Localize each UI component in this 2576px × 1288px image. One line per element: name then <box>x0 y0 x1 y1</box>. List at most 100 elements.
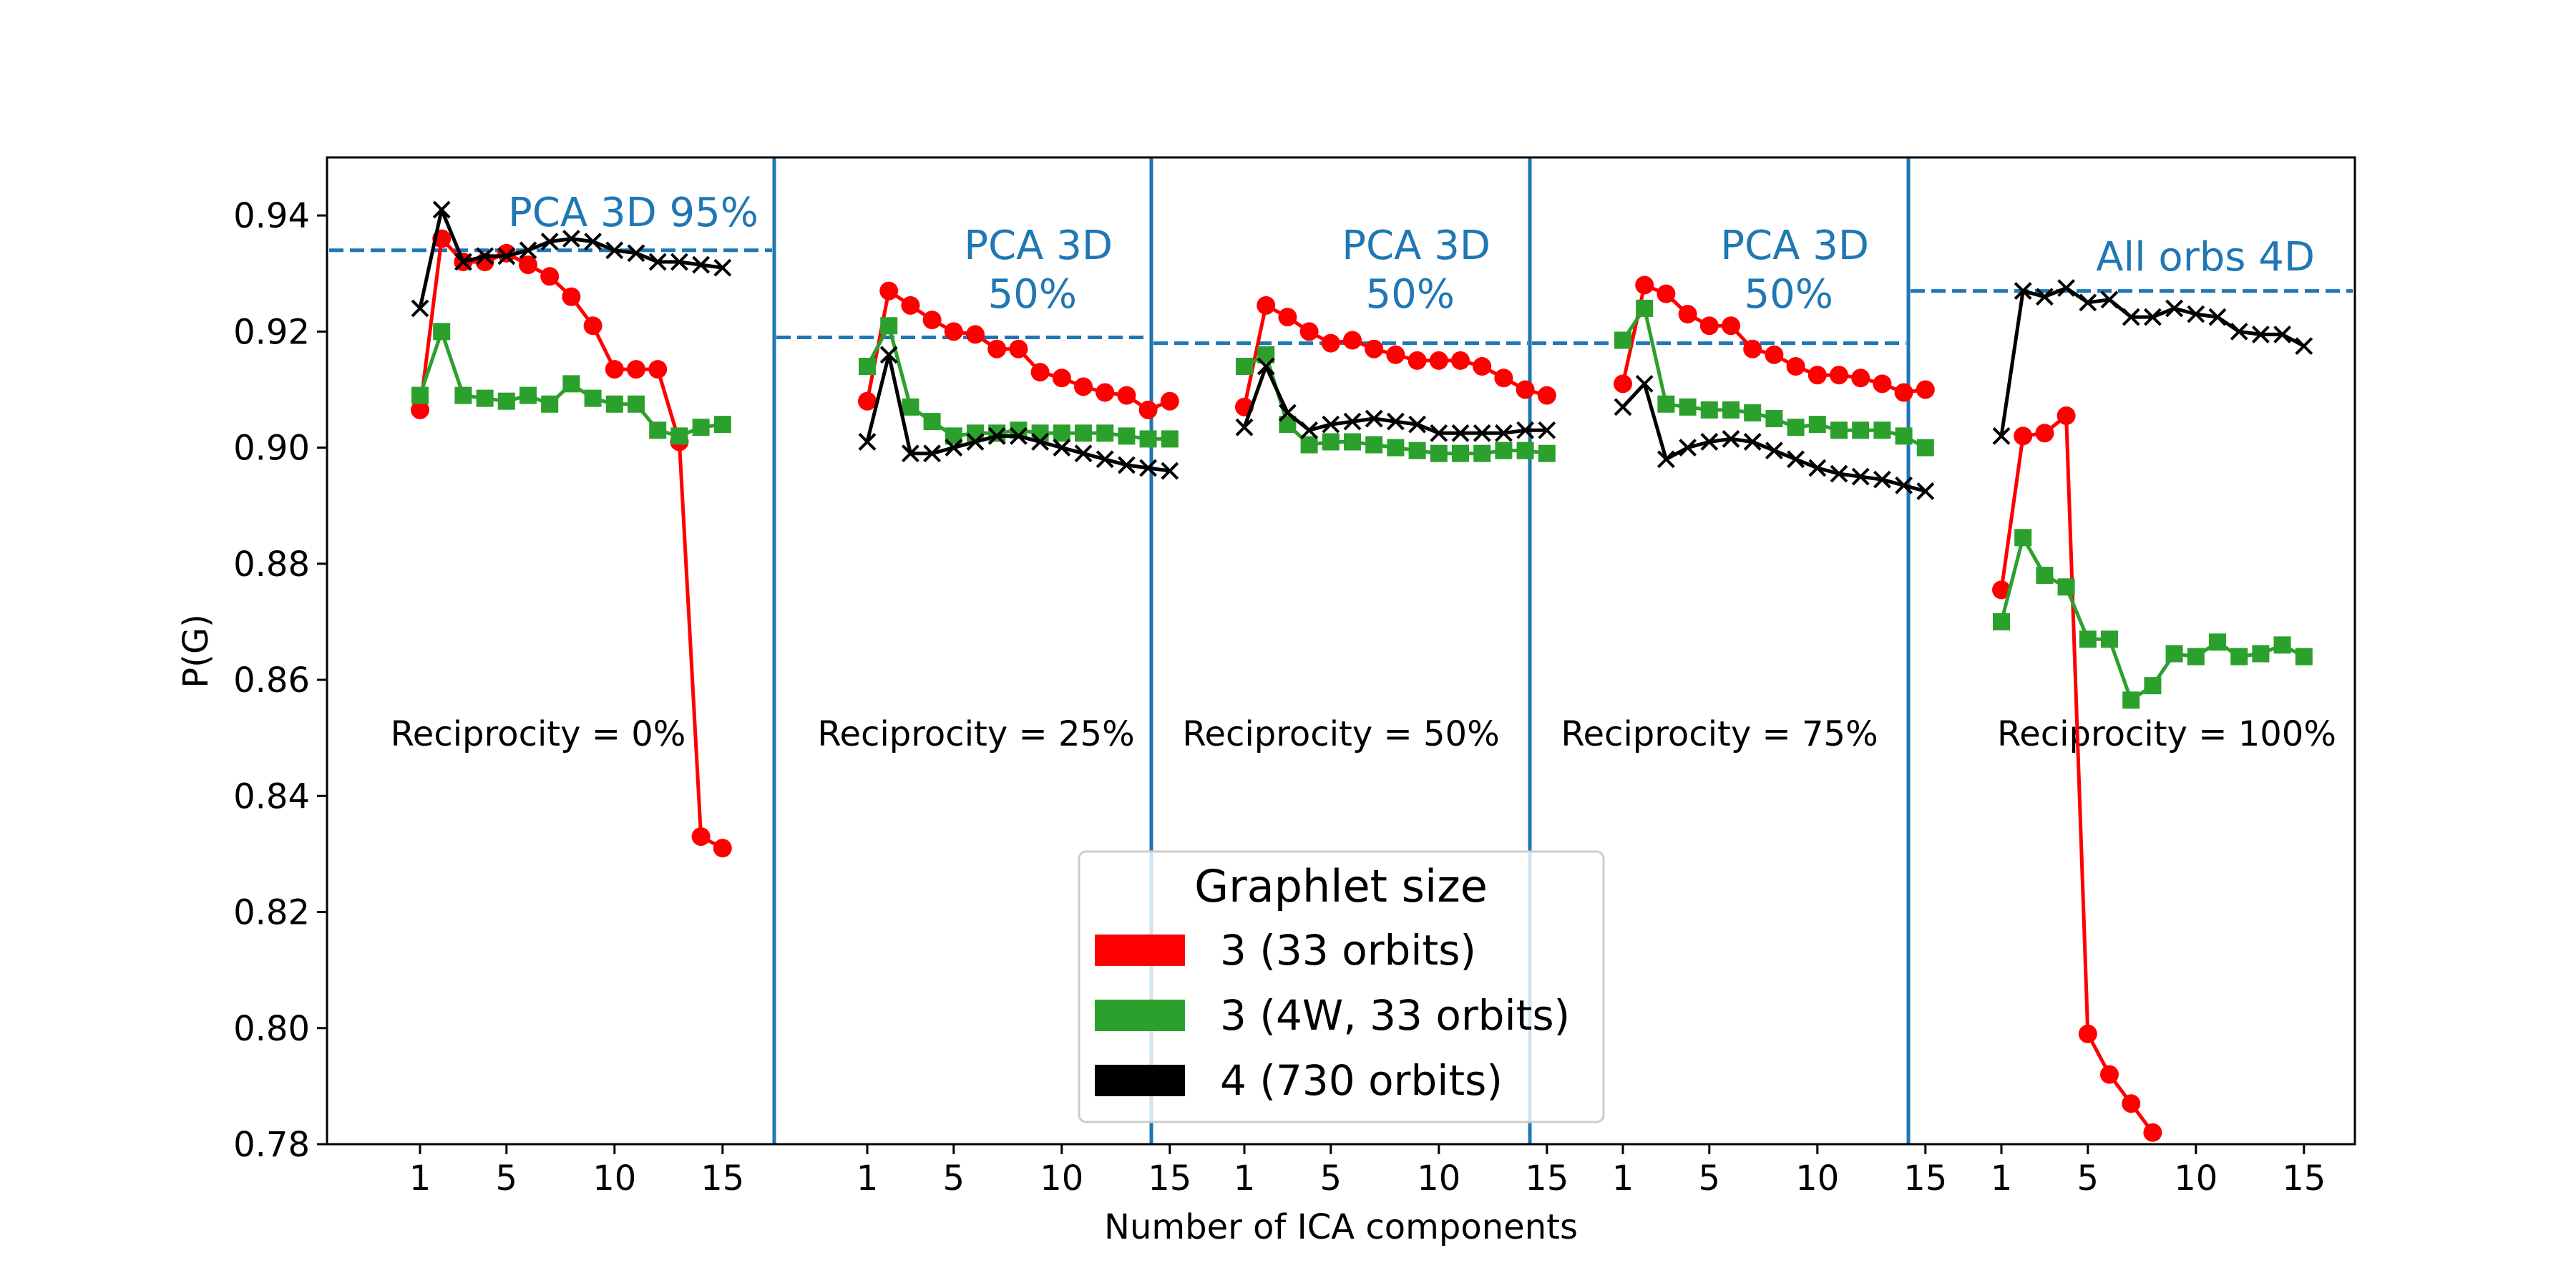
data-point-black <box>1430 424 1448 442</box>
data-point-black <box>945 439 963 457</box>
y-tick-label: 0.90 <box>233 429 310 469</box>
data-point-black <box>1096 450 1114 469</box>
reference-label: PCA 3D 50% <box>1342 223 1491 318</box>
data-point-red <box>2035 424 2054 443</box>
data-point-black <box>2143 308 2162 326</box>
data-point-black <box>1386 412 1405 431</box>
x-tick-label: 1 <box>409 1158 431 1199</box>
data-point-red <box>944 322 963 341</box>
data-point-black <box>1009 426 1028 445</box>
data-point-black <box>713 258 732 277</box>
y-tick-label: 0.92 <box>233 312 310 352</box>
data-point-black <box>1992 426 2011 445</box>
data-point-green <box>1895 427 1913 445</box>
data-point-black <box>1278 404 1297 422</box>
data-point-green <box>1636 299 1654 317</box>
data-point-green <box>1096 424 1114 442</box>
data-point-black <box>1235 418 1254 436</box>
data-point-green <box>476 389 494 407</box>
x-tick-label: 10 <box>1417 1158 1460 1199</box>
data-point-black <box>562 230 580 248</box>
data-point-green <box>1830 421 1848 439</box>
data-point-green <box>584 389 602 407</box>
data-point-red <box>1516 380 1535 399</box>
data-point-red <box>1992 580 2011 600</box>
x-tick-label: 5 <box>496 1158 518 1199</box>
data-point-red <box>2057 406 2076 425</box>
data-point-red <box>1257 296 1276 315</box>
data-point-red <box>1807 366 1827 385</box>
data-point-black <box>1161 462 1179 480</box>
data-point-red <box>1873 374 1892 394</box>
data-point-red <box>1074 377 1093 396</box>
plot-content: 0.780.800.820.840.860.880.900.920.941 5 10… <box>233 157 2353 1199</box>
data-point-green <box>649 421 667 439</box>
reference-label-line: PCA 3D <box>964 223 1113 269</box>
x-tick-label: 5 <box>943 1158 965 1199</box>
data-point-red <box>2078 1024 2097 1043</box>
data-point-black <box>966 433 985 451</box>
data-point-green <box>670 427 688 445</box>
data-point-black <box>411 299 429 318</box>
data-point-black <box>1700 433 1719 451</box>
data-point-red <box>1657 284 1676 303</box>
data-point-green <box>1408 441 1426 459</box>
legend-swatch-red <box>1095 935 1185 966</box>
data-point-black <box>2251 325 2270 343</box>
data-point-green <box>2101 630 2118 648</box>
data-point-black <box>1473 424 1491 442</box>
data-point-red <box>562 287 581 306</box>
data-point-red <box>2014 426 2033 446</box>
data-point-red <box>1343 331 1362 350</box>
data-point-black <box>1322 415 1340 434</box>
data-point-black <box>2230 322 2248 341</box>
data-point-black <box>1516 421 1535 439</box>
x-axis-label: Number of ICA components <box>1104 1207 1578 1247</box>
data-point-red <box>2143 1123 2162 1142</box>
data-point-green <box>1679 398 1697 416</box>
data-point-green <box>1614 331 1631 349</box>
data-point-black <box>1451 424 1470 442</box>
data-point-green <box>411 386 429 404</box>
data-point-green <box>713 416 731 434</box>
data-point-red <box>1365 339 1384 358</box>
data-point-red <box>713 839 732 858</box>
data-point-green <box>1538 444 1556 462</box>
data-point-red <box>627 360 645 379</box>
data-point-red <box>2100 1065 2119 1084</box>
data-point-green <box>2252 645 2270 663</box>
data-point-green <box>859 358 876 376</box>
data-point-green <box>1700 401 1718 419</box>
data-point-red <box>1473 357 1492 376</box>
data-point-red <box>922 311 942 330</box>
data-point-green <box>2014 529 2032 547</box>
reference-label-line: PCA 3D <box>1720 223 1869 269</box>
x-tick-label: 1 <box>1234 1158 1256 1199</box>
data-point-black <box>432 200 451 219</box>
legend-label-4-orbits: 4 (730 orbits) <box>1220 1056 1503 1105</box>
data-point-green <box>1430 444 1448 462</box>
x-tick-label: 15 <box>701 1158 744 1199</box>
data-point-black <box>1538 421 1556 439</box>
data-point-red <box>1851 369 1870 388</box>
y-tick-label: 0.82 <box>233 893 310 933</box>
y-tick-label: 0.94 <box>233 196 310 236</box>
data-point-green <box>2295 648 2313 665</box>
data-point-red <box>411 400 429 419</box>
x-tick-label: 1 <box>1991 1158 2013 1199</box>
data-point-black <box>2187 305 2205 323</box>
data-point-red <box>605 360 624 379</box>
data-point-green <box>923 413 941 431</box>
reference-label: PCA 3D 50% <box>964 223 1113 318</box>
data-point-red <box>1299 322 1319 341</box>
data-point-black <box>670 253 688 271</box>
data-point-black <box>1657 450 1675 469</box>
data-point-red <box>987 339 1007 358</box>
data-point-green <box>1473 444 1491 462</box>
legend-swatch-green <box>1095 1000 1185 1031</box>
data-point-red <box>519 255 537 275</box>
data-point-black <box>1031 433 1050 451</box>
reference-label-line: All orbs 4D <box>2096 234 2315 280</box>
data-point-red <box>1830 366 1848 385</box>
data-point-black <box>1722 430 1740 448</box>
